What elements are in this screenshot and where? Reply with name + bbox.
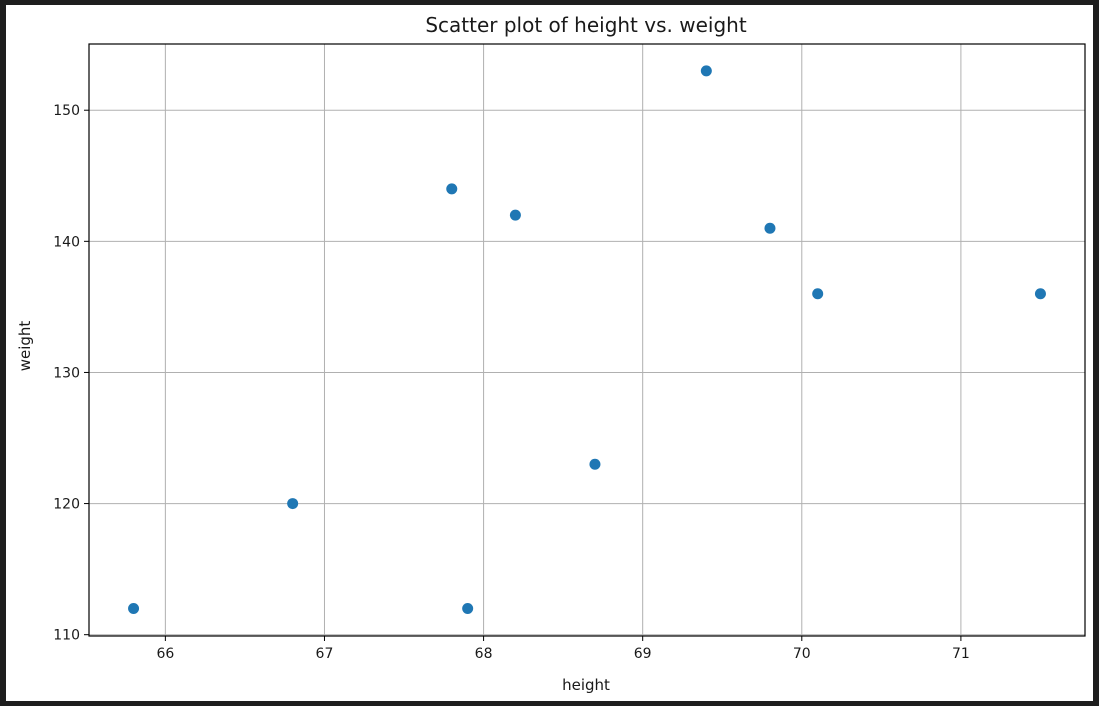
scatter-point [589,458,601,470]
scatter-point [462,602,474,614]
x-tick-label: 66 [156,646,174,662]
x-tick-label: 67 [316,646,334,662]
x-axis-label: height [562,676,610,694]
y-tick-label: 130 [53,365,80,381]
y-tick-label: 120 [53,497,80,513]
scatter-point [764,222,776,234]
scatter-point [128,602,140,614]
y-axis-label: weight [16,321,34,372]
y-tick-label: 140 [53,234,80,250]
scatter-point [446,183,458,195]
data-points [128,65,1046,614]
scatter-point [509,209,521,221]
x-tick-label: 68 [475,646,493,662]
grid-lines [89,44,1085,636]
x-tick-label: 69 [634,646,652,662]
x-tick-label: 71 [952,646,970,662]
scatter-point [812,288,824,300]
y-tick-label: 150 [53,103,80,119]
y-tick-label: 110 [53,628,80,644]
scatter-chart: 66 67 68 69 70 71 110 120 130 140 150 Scatter plot… [16,13,1086,694]
axes-frame [88,43,1086,637]
scatter-point [1034,288,1046,300]
axis-ticks: 66 67 68 69 70 71 110 120 130 140 150 [53,103,970,662]
scatter-point [287,498,299,510]
x-tick-label: 70 [793,646,811,662]
scatter-point [700,65,712,77]
chart-title: Scatter plot of height vs. weight [425,13,747,37]
figure-canvas: 66 67 68 69 70 71 110 120 130 140 150 Scatter plot… [6,5,1093,701]
